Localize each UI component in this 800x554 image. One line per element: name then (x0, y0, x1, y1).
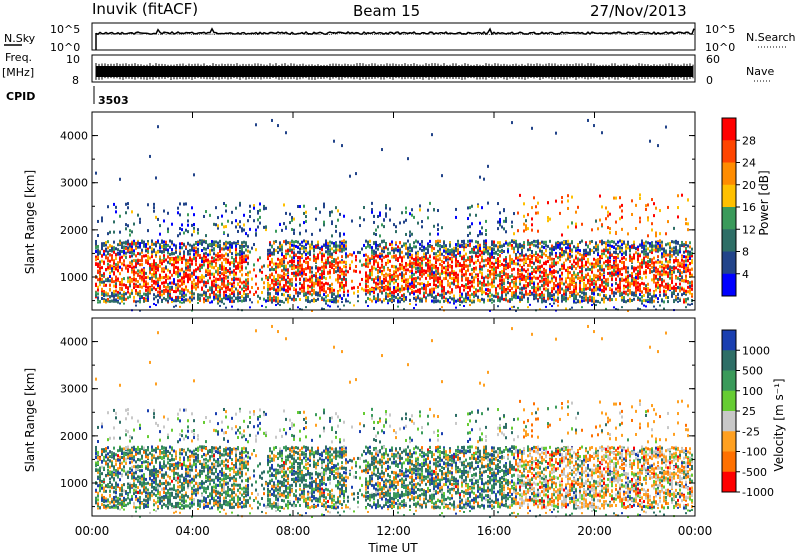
nave-tick-0: 0 (706, 74, 713, 87)
velocity-heatmap (95, 324, 693, 518)
x-tick-label: 12:00 (376, 524, 411, 538)
colorbar-segment (722, 411, 736, 432)
freq-tick-10: 10 (66, 53, 80, 66)
x-axis-title: Time UT (367, 541, 418, 554)
velocity-y-axis: 1000 2000 3000 4000 (60, 317, 695, 508)
freq-tick-8: 8 (72, 74, 79, 87)
nave-label: Nave (746, 65, 774, 78)
station-title: Inuvik (fitACF) (92, 0, 198, 18)
colorbar-segment (722, 273, 736, 297)
noise-sky-line (95, 27, 695, 50)
noise-tick-low-left: 10^0 (50, 41, 80, 54)
power-ylabel: Slant Range [km] (23, 170, 37, 274)
noise-tick-low-right: 10^0 (705, 41, 735, 54)
nave-tick-60: 60 (706, 53, 720, 66)
colorbar-segment (722, 390, 736, 412)
colorbar-segment (722, 330, 736, 351)
colorbar-segment (722, 229, 736, 252)
colorbar-tick: -25 (742, 425, 760, 438)
freq-label: Freq. (5, 51, 32, 64)
y-tick-label: 2000 (60, 430, 88, 443)
colorbar-tick: 12 (742, 223, 756, 236)
colorbar-segment (722, 184, 736, 208)
colorbar-segment (722, 140, 736, 163)
cpid-value: 3503 (98, 94, 129, 107)
velocity-ylabel: Slant Range [km] (23, 368, 37, 472)
colorbar-tick: -1000 (742, 486, 774, 499)
colorbar-tick: 20 (742, 179, 756, 192)
freq-panel: Freq. [MHz] 10 8 60 0 Nave (2, 51, 774, 87)
colorbar-segment (722, 451, 736, 473)
colorbar-tick: 500 (742, 365, 763, 378)
y-tick-label: 1000 (60, 477, 88, 490)
colorbar-tick: 25 (742, 405, 756, 418)
colorbar-segment (722, 251, 736, 275)
noise-panel: 10^5 10^0 10^5 10^0 N.Sky N.Search (4, 22, 796, 54)
colorbar-segment (722, 207, 736, 230)
y-tick-label: 3000 (60, 383, 88, 396)
nave-band (96, 66, 693, 77)
power-panel: 1000 2000 3000 4000 Slant Range [km] 4 8 12 16… (23, 111, 771, 312)
colorbar-segment (722, 431, 736, 452)
time-x-axis: 00:00 04:00 08:00 12:00 16:00 20:00 00:00 (75, 112, 713, 538)
velocity-colorbar: 1000 500 100 25 -25 -100 -500 -1000 Velocity [m… (721, 329, 786, 499)
x-tick-label: 00:00 (678, 524, 713, 538)
colorbar-tick: 1000 (742, 344, 770, 357)
y-tick-label: 1000 (60, 271, 88, 284)
y-tick-label: 4000 (60, 130, 88, 143)
power-colorbar: 4 8 12 16 20 24 28 Power [dB] (721, 117, 771, 297)
colorbar-tick: 24 (742, 157, 756, 170)
power-y-axis: 1000 2000 3000 4000 (60, 111, 695, 302)
colorbar-tick: 28 (742, 134, 756, 147)
power-colorbar-label: Power [dB] (757, 170, 771, 235)
x-tick-label: 04:00 (175, 524, 210, 538)
colorbar-segment (722, 162, 736, 186)
noise-search-line (95, 33, 695, 36)
y-tick-label: 2000 (60, 224, 88, 237)
colorbar-segment (722, 118, 736, 141)
noise-tick-high-right: 10^5 (705, 23, 735, 36)
x-tick-label: 16:00 (477, 524, 512, 538)
colorbar-tick: -500 (742, 466, 767, 479)
colorbar-tick: 4 (742, 268, 749, 281)
freq-unit-label: [MHz] (2, 66, 34, 79)
velocity-panel: 1000 2000 3000 4000 Slant Range [km] 1000 50… (23, 317, 786, 518)
colorbar-segment (722, 350, 736, 371)
noise-search-label: N.Search (746, 31, 796, 44)
cpid-label: CPID (6, 90, 35, 103)
y-tick-label: 4000 (60, 336, 88, 349)
beam-title: Beam 15 (353, 2, 420, 20)
x-tick-label: 08:00 (276, 524, 311, 538)
velocity-colorbar-label: Velocity [m s⁻¹] (772, 378, 786, 471)
x-tick-label: 20:00 (577, 524, 612, 538)
date-title: 27/Nov/2013 (590, 2, 687, 20)
noise-tick-high-left: 10^5 (50, 23, 80, 36)
colorbar-segment (722, 471, 736, 493)
colorbar-segment (722, 370, 736, 392)
colorbar-tick: 8 (742, 246, 749, 259)
x-tick-label: 00:00 (75, 524, 110, 538)
colorbar-tick: 16 (742, 201, 756, 214)
noise-sky-label: N.Sky (4, 32, 36, 45)
y-tick-label: 3000 (60, 177, 88, 190)
colorbar-tick: 100 (742, 385, 763, 398)
nave-bars (95, 63, 694, 80)
power-heatmap (95, 118, 693, 312)
colorbar-tick: -100 (742, 446, 767, 459)
